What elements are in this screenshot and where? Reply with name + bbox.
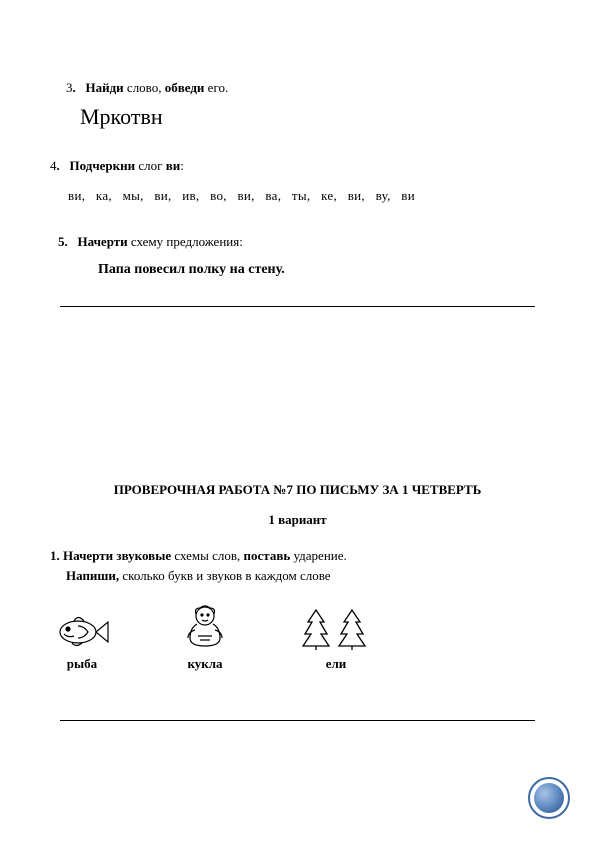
task-4-colon: : <box>180 158 184 173</box>
title-main: ПРОВЕРОЧНАЯ РАБОТА №7 ПО ПИСЬМУ ЗА 1 ЧЕТ… <box>50 482 545 498</box>
task-5-sentence: Папа повесил полку на стену. <box>98 262 545 278</box>
task-5: 5. Начерти схему предложения: Папа повес… <box>58 234 545 278</box>
task-1-plain1: схемы слов, <box>171 548 243 563</box>
task-4-bold1: Подчеркни <box>70 158 136 173</box>
worksheet-title: ПРОВЕРОЧНАЯ РАБОТА №7 ПО ПИСЬМУ ЗА 1 ЧЕТ… <box>50 482 545 528</box>
pic-doll-label: кукла <box>180 656 230 672</box>
task-4-syllables: ви, ка, мы, ви, ив, во, ви, ва, ты, ке, … <box>68 188 545 204</box>
sphere-icon <box>527 776 571 820</box>
task-1-bold1: Начерти звуковые <box>60 548 171 563</box>
task-1: 1. Начерти звуковые схемы слов, поставь … <box>50 548 545 672</box>
pic-fish: рыба <box>54 610 110 672</box>
pic-trees-label: ели <box>300 656 372 672</box>
trees-icon <box>300 606 372 650</box>
task-1-line1: 1. Начерти звуковые схемы слов, поставь … <box>50 548 545 564</box>
task-5-bold1: Начерти <box>78 234 128 249</box>
pic-trees: ели <box>300 606 372 672</box>
task-1-plain2: ударение. <box>290 548 347 563</box>
task-4: 4. Подчеркни слог ви: ви, ка, мы, ви, ив… <box>50 158 545 204</box>
task-3-bold1: Найди <box>86 80 124 95</box>
task-4-dot: . <box>57 158 60 173</box>
pic-doll: кукла <box>180 602 230 672</box>
task-3-bigword: Мркотвн <box>80 104 545 130</box>
task-5-header: 5. Начерти схему предложения: <box>58 234 545 250</box>
task-3-header: 3. Найди слово, обведи его. <box>66 80 545 96</box>
task-5-dot: . <box>65 234 68 249</box>
task-4-plain1: слог <box>135 158 166 173</box>
task-1-bold3: Напиши, <box>66 568 119 583</box>
task-3: 3. Найди слово, обведи его. Мркотвн <box>50 80 545 130</box>
task-3-bold2: обведи <box>165 80 205 95</box>
title-variant: 1 вариант <box>50 512 545 528</box>
task-3-dot: . <box>73 80 76 95</box>
pic-fish-label: рыба <box>54 656 110 672</box>
divider-2 <box>60 720 535 721</box>
blank-space <box>50 307 545 482</box>
pictures-row: рыба кукла <box>54 602 545 672</box>
task-3-plain2: его. <box>204 80 228 95</box>
fish-icon <box>54 610 110 650</box>
task-1-bold2: поставь <box>244 548 291 563</box>
task-1-plain3: сколько букв и звуков в каждом слове <box>119 568 330 583</box>
task-4-header: 4. Подчеркни слог ви: <box>50 158 545 174</box>
task-1-line2: Напиши, сколько букв и звуков в каждом с… <box>66 568 545 584</box>
task-3-plain1: слово, <box>124 80 165 95</box>
task-4-bold2: ви <box>166 158 181 173</box>
doll-icon <box>180 602 230 650</box>
task-5-plain1: схему предложения: <box>128 234 243 249</box>
